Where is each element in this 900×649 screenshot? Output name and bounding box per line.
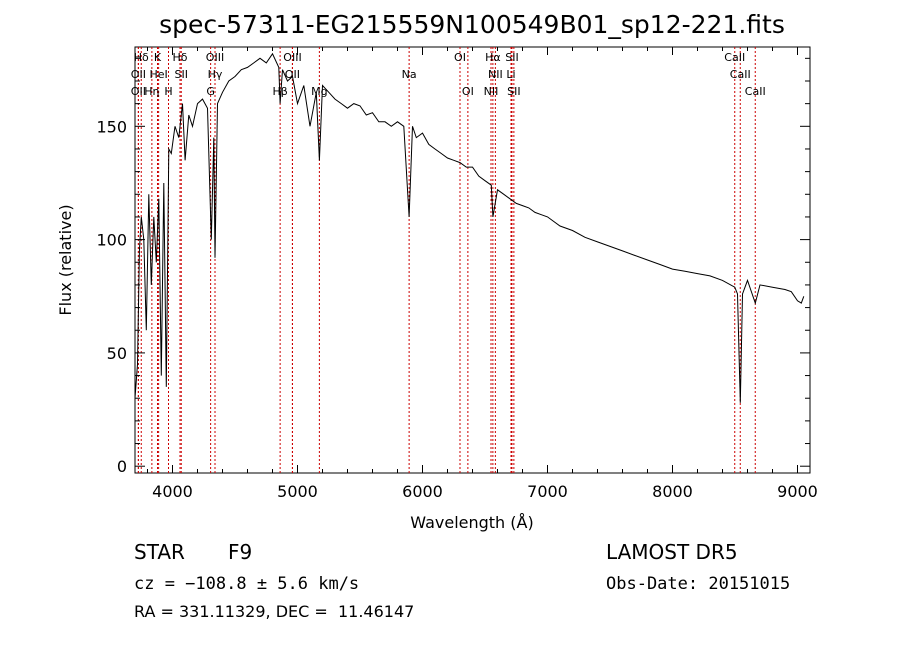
y-tick-label: 50 xyxy=(107,344,127,363)
spectral-line-label: OIII xyxy=(283,51,301,64)
spectral-line-label: H xyxy=(164,85,172,98)
spectral-line-label: OI xyxy=(462,85,474,98)
spectral-line-label: CaII xyxy=(745,85,766,98)
spectral-line-label: NII xyxy=(484,85,499,98)
y-tick-label: 100 xyxy=(96,231,127,250)
plot-frame xyxy=(134,46,811,474)
spectral-line-label: CaII xyxy=(730,68,751,81)
object-subclass: F9 xyxy=(228,540,253,564)
spectral-line-label: K xyxy=(154,51,162,64)
spectral-line-label: Hδ xyxy=(172,51,187,64)
x-tick-label: 4000 xyxy=(152,482,193,501)
spectral-line-label: OIII xyxy=(206,51,224,64)
y-tick-label: 0 xyxy=(117,457,127,476)
x-tick-label: 6000 xyxy=(402,482,443,501)
spectral-line-label: Hα xyxy=(485,51,501,64)
spectral-line-label: SII xyxy=(175,68,188,81)
spectral-line-markers xyxy=(137,47,756,473)
spectral-line-label: NII xyxy=(488,68,503,81)
survey-name: LAMOST DR5 xyxy=(606,540,738,564)
spectral-line-label: HeI xyxy=(149,68,167,81)
spectral-line-label: Li xyxy=(506,68,515,81)
spectrum-line xyxy=(134,52,805,403)
classification: STAR F9 xyxy=(134,540,252,564)
spectral-line-label: SII xyxy=(507,85,520,98)
spectral-line-label: CaII xyxy=(724,51,745,64)
spectral-line-label: OI xyxy=(454,51,466,64)
object-class: STAR xyxy=(134,540,185,564)
axis-ticks: 4000 5000 6000 7000 8000 9000 0 50 100 150 xyxy=(96,47,818,501)
x-tick-label: 8000 xyxy=(652,482,693,501)
spectral-line-label: OII xyxy=(131,68,146,81)
spectral-line-label: OII xyxy=(285,68,300,81)
spectral-line-label: Mg xyxy=(311,85,327,98)
x-axis-label: Wavelength (Å) xyxy=(410,513,533,532)
y-axis-label: Flux (relative) xyxy=(56,204,75,315)
chart-title: spec-57311-EG215559N100549B01_sp12-221.f… xyxy=(159,10,785,39)
spectral-line-label: SII xyxy=(505,51,518,64)
spectral-line-label: Hδ xyxy=(134,51,149,64)
x-tick-label: 5000 xyxy=(277,482,318,501)
spectral-line-label: G xyxy=(206,85,215,98)
y-tick-label: 150 xyxy=(96,117,127,136)
coordinates: RA = 331.11329, DEC = 11.46147 xyxy=(134,602,415,621)
spectral-line-label: OII xyxy=(131,85,146,98)
spectral-line-label: Hη xyxy=(144,85,159,98)
x-tick-label: 9000 xyxy=(777,482,818,501)
observation-date: Obs-Date: 20151015 xyxy=(606,574,791,594)
redshift-velocity: cz = −108.8 ± 5.6 km/s xyxy=(134,574,360,594)
x-tick-label: 7000 xyxy=(527,482,568,501)
spectral-line-label: Na xyxy=(402,68,417,81)
spectral-line-label: Hγ xyxy=(208,68,223,81)
